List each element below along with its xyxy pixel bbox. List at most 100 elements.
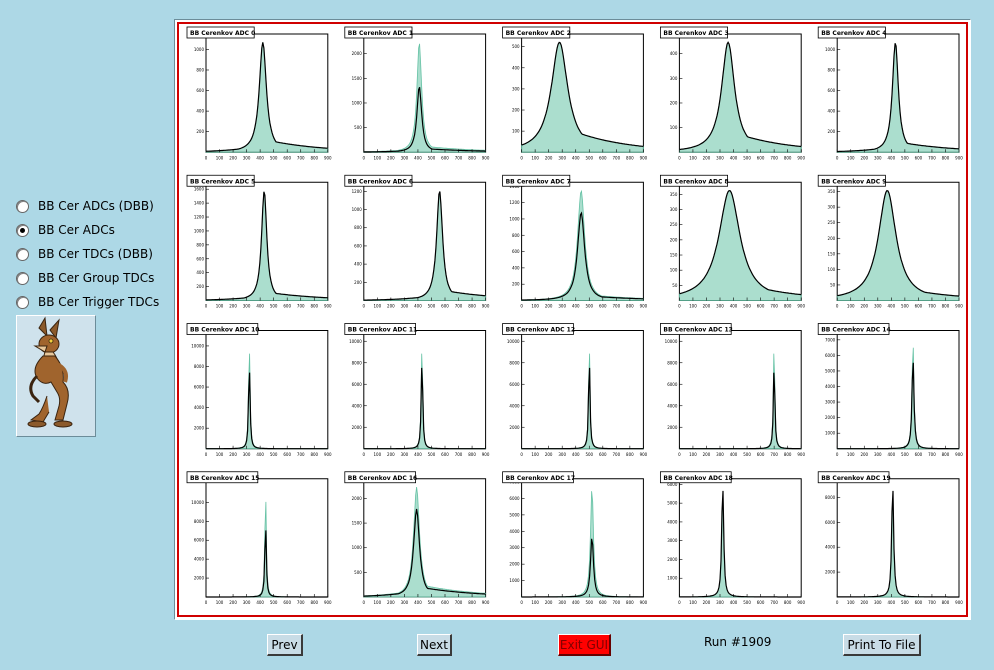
radio-button-checked-icon[interactable]: [16, 223, 29, 237]
x-tick-label: 900: [640, 452, 648, 457]
coyote-logo-button[interactable]: [16, 315, 96, 437]
radio-button-icon[interactable]: [16, 295, 29, 309]
panel-title-box: [659, 26, 728, 39]
y-tick-label: 1600: [194, 187, 205, 192]
x-tick-label: 500: [270, 600, 278, 605]
x-tick-label: 600: [915, 304, 923, 309]
x-tick-label: 500: [428, 155, 436, 160]
panel-title-box: [344, 323, 417, 335]
prev-button[interactable]: Prev: [267, 634, 303, 656]
y-tick-label: 300: [828, 205, 836, 210]
x-tick-label: 600: [441, 155, 449, 160]
x-tick-label: 100: [847, 600, 855, 605]
radio-option-group-tdcs[interactable]: BB Cer Group TDCs: [16, 266, 159, 290]
plot-frame: [836, 478, 960, 598]
y-tick-label: 1000: [667, 576, 678, 581]
y-tick-label: 1000: [352, 207, 363, 212]
panel-title-box: [502, 174, 571, 187]
radio-option-adcs[interactable]: BB Cer ADCs: [16, 218, 159, 242]
x-tick-label: 200: [387, 304, 395, 309]
histogram-line: [206, 191, 328, 301]
panel-title: BB Cerenkov ADC 5: [190, 178, 255, 185]
x-tick-label: 300: [558, 600, 566, 605]
y-tick-label: 600: [828, 88, 836, 93]
plot-frame: [521, 330, 644, 450]
y-tick-label: 100: [670, 125, 678, 130]
y-tick-label: 2000: [825, 415, 836, 420]
radio-button-icon[interactable]: [16, 199, 29, 213]
panel-title: BB Cerenkov ADC 13: [663, 327, 732, 334]
radio-option-trigger-tdcs[interactable]: BB Cer Trigger TDCs: [16, 290, 159, 314]
plot-frame: [678, 478, 802, 598]
y-tick-label: 100: [512, 129, 520, 134]
y-tick-label: 2000: [352, 51, 363, 56]
y-tick-label: 2000: [667, 557, 678, 562]
y-tick-label: 2000: [509, 425, 520, 430]
histogram-canvas[interactable]: 0 100 200 300 400 500 600 700 800 900 200 400 600 800…: [177, 22, 968, 617]
x-tick-label: 200: [545, 452, 553, 457]
x-tick-label: 200: [387, 155, 395, 160]
radio-button-icon[interactable]: [16, 247, 29, 261]
x-tick-label: 400: [730, 155, 738, 160]
y-tick-label: 6000: [667, 482, 678, 487]
histogram-panel: 0 100 200 300 400 500 600 700 800 900 100 200 300 400…: [502, 26, 648, 160]
histogram-panel: 0 100 200 300 400 500 600 700 800 900 2000 4000 6000…: [344, 323, 490, 457]
x-tick-label: 600: [283, 155, 291, 160]
x-tick-label: 400: [888, 600, 896, 605]
x-tick-label: 100: [531, 155, 539, 160]
x-tick-label: 100: [531, 452, 539, 457]
x-tick-label: 700: [455, 155, 463, 160]
x-tick-label: 600: [599, 155, 607, 160]
x-tick-label: 0: [363, 452, 366, 457]
panel-title-box: [344, 26, 413, 39]
y-tick-label: 400: [196, 270, 204, 275]
x-tick-label: 400: [888, 304, 896, 309]
radio-label: BB Cer Group TDCs: [38, 271, 155, 285]
histogram-panel: 0 100 200 300 400 500 600 700 800 900 50 100 150 200 2…: [659, 174, 805, 309]
x-tick-label: 700: [455, 304, 463, 309]
panel-title-box: [186, 174, 255, 187]
x-tick-label: 300: [874, 452, 882, 457]
x-tick-label: 300: [401, 155, 409, 160]
panel-title-box: [817, 471, 890, 484]
x-tick-label: 700: [770, 155, 778, 160]
x-tick-label: 700: [613, 600, 621, 605]
x-tick-label: 400: [414, 452, 422, 457]
x-tick-label: 500: [270, 452, 278, 457]
histogram-panel: 0 100 200 300 400 500 600 700 800 900 1000 2000 3000…: [817, 323, 963, 457]
y-tick-label: 2000: [352, 496, 363, 501]
y-tick-label: 2000: [352, 425, 363, 430]
print-to-file-button[interactable]: Print To File: [843, 634, 921, 656]
x-tick-label: 500: [743, 452, 751, 457]
x-tick-label: 800: [942, 452, 950, 457]
x-tick-label: 200: [860, 600, 868, 605]
y-tick-label: 6000: [509, 382, 520, 387]
histogram-panel: 0 100 200 300 400 500 600 700 800 900 200 400 600 800…: [344, 174, 490, 309]
panel-title-box: [186, 471, 259, 484]
x-tick-label: 400: [572, 304, 580, 309]
y-tick-label: 500: [354, 125, 362, 130]
y-tick-label: 6000: [667, 382, 678, 387]
radio-option-tdcs-dbb[interactable]: BB Cer TDCs (DBB): [16, 242, 159, 266]
radio-option-adcs-dbb[interactable]: BB Cer ADCs (DBB): [16, 194, 159, 218]
x-tick-label: 700: [613, 304, 621, 309]
x-tick-label: 900: [955, 452, 963, 457]
x-tick-label: 600: [283, 600, 291, 605]
x-tick-label: 500: [901, 600, 909, 605]
histogram-line: [205, 42, 328, 152]
x-tick-label: 0: [363, 600, 366, 605]
y-tick-label: 800: [196, 67, 204, 72]
y-tick-label: 50: [830, 282, 836, 287]
y-tick-label: 1400: [194, 201, 205, 206]
next-button[interactable]: Next: [417, 634, 452, 656]
x-tick-label: 300: [243, 155, 251, 160]
panel-title-box: [344, 471, 417, 484]
radio-button-icon[interactable]: [16, 271, 29, 285]
x-tick-label: 200: [545, 155, 553, 160]
x-tick-label: 700: [297, 452, 305, 457]
x-tick-label: 800: [784, 600, 792, 605]
y-tick-label: 6000: [825, 353, 836, 358]
histogram-line: [363, 508, 486, 597]
exit-gui-button[interactable]: Exit GUI: [558, 634, 611, 656]
x-tick-label: 700: [455, 452, 463, 457]
